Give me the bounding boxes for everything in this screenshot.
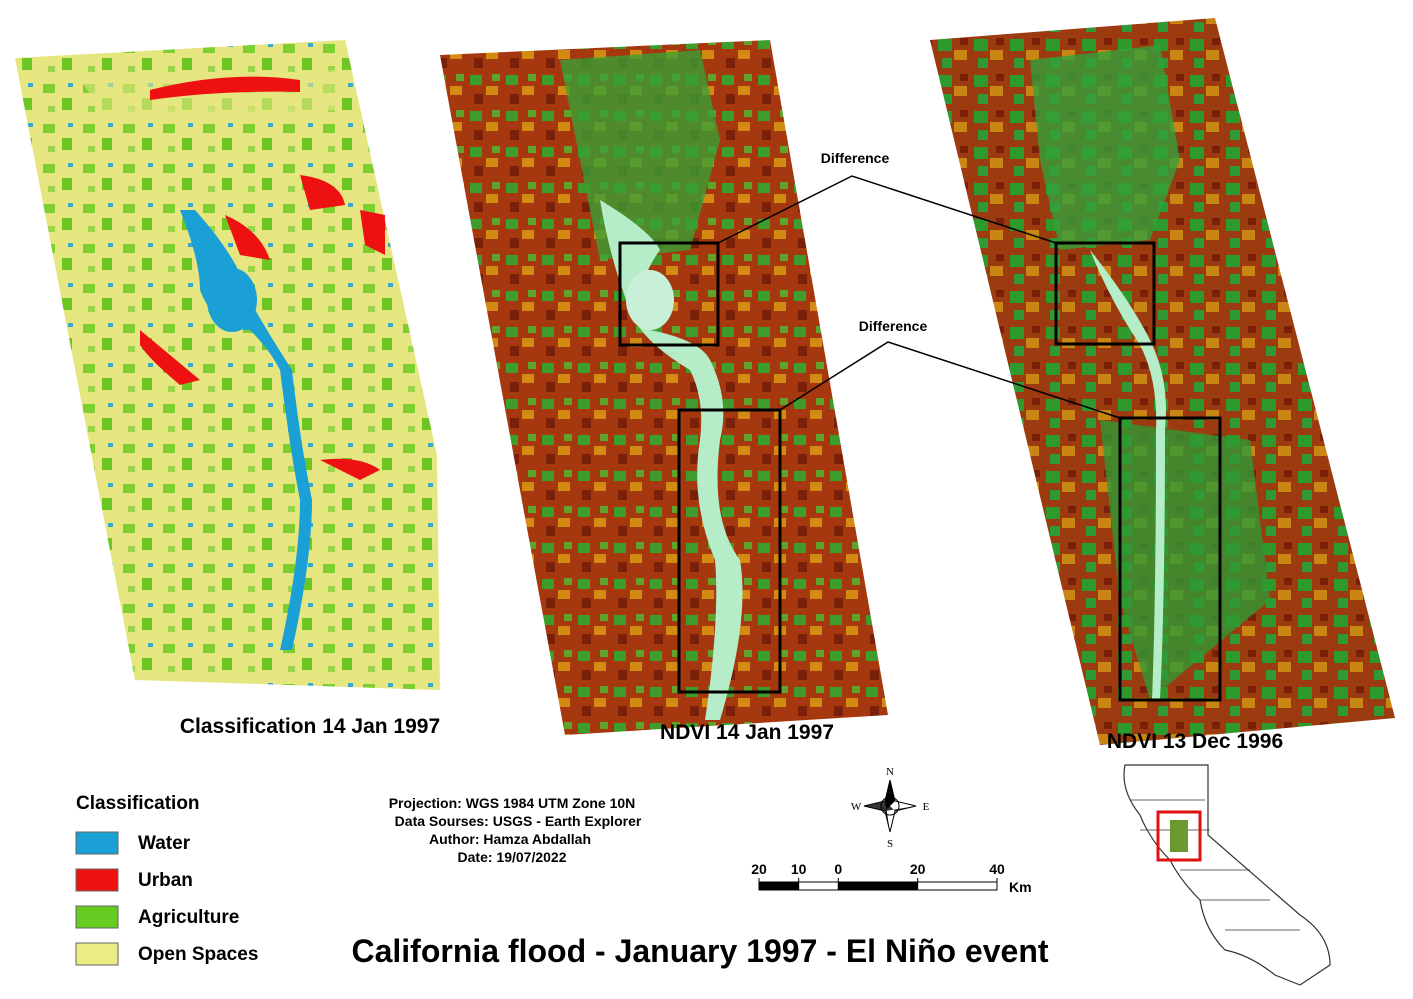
- legend-label: Urban: [138, 870, 193, 891]
- legend-swatch: [75, 868, 119, 892]
- compass-letter: S: [887, 838, 893, 850]
- scale-segment: [798, 881, 839, 891]
- panel-label: Classification 14 Jan 1997: [180, 715, 440, 738]
- scale-tick-label: 20: [910, 861, 926, 877]
- legend-label: Agriculture: [138, 907, 239, 928]
- difference-boxes: [618, 175, 1222, 702]
- map-title: California flood - January 1997 - El Niñ…: [351, 933, 1048, 969]
- scale-tick-label: 20: [751, 861, 767, 877]
- panel-label: NDVI 14 Jan 1997: [660, 721, 834, 744]
- scale-segment: [758, 881, 800, 891]
- panel-label: NDVI 13 Dec 1996: [1107, 730, 1283, 753]
- scale-tick-label: 0: [834, 861, 842, 877]
- metadata-line: Date: 19/07/2022: [458, 849, 567, 865]
- scale-segment: [837, 881, 919, 891]
- metadata: Projection: WGS 1984 UTM Zone 10N Data So…: [389, 795, 642, 865]
- panel-classification: [15, 40, 440, 690]
- compass-letter: W: [851, 801, 862, 813]
- legend-swatch: [75, 831, 119, 855]
- metadata-line: Data Sourses: USGS - Earth Explorer: [395, 813, 642, 829]
- legend-swatch: [75, 942, 119, 966]
- scale-unit: Km: [1009, 879, 1032, 895]
- metadata-line: Author: Hamza Abdallah: [429, 831, 591, 847]
- annotation: Difference: [859, 318, 928, 334]
- annotation: Difference: [821, 150, 890, 166]
- scale-tick-label: 10: [791, 861, 807, 877]
- legend-swatch: [75, 905, 119, 929]
- legend: Classification Water Urban Agriculture Open…: [75, 793, 258, 966]
- compass-letter: N: [886, 766, 894, 778]
- compass: N E S W: [851, 766, 930, 850]
- legend-title: Classification: [76, 793, 200, 814]
- legend-label: Water: [138, 833, 191, 854]
- inset-map: [1123, 764, 1331, 986]
- scale-segment: [917, 881, 998, 891]
- metadata-line: Projection: WGS 1984 UTM Zone 10N: [389, 795, 636, 811]
- panel-ndvi-jan: [440, 40, 888, 735]
- legend-label: Open Spaces: [138, 944, 258, 965]
- compass-letter: E: [923, 801, 930, 813]
- scale-tick-label: 40: [989, 861, 1005, 877]
- panel-ndvi-dec: [930, 18, 1395, 745]
